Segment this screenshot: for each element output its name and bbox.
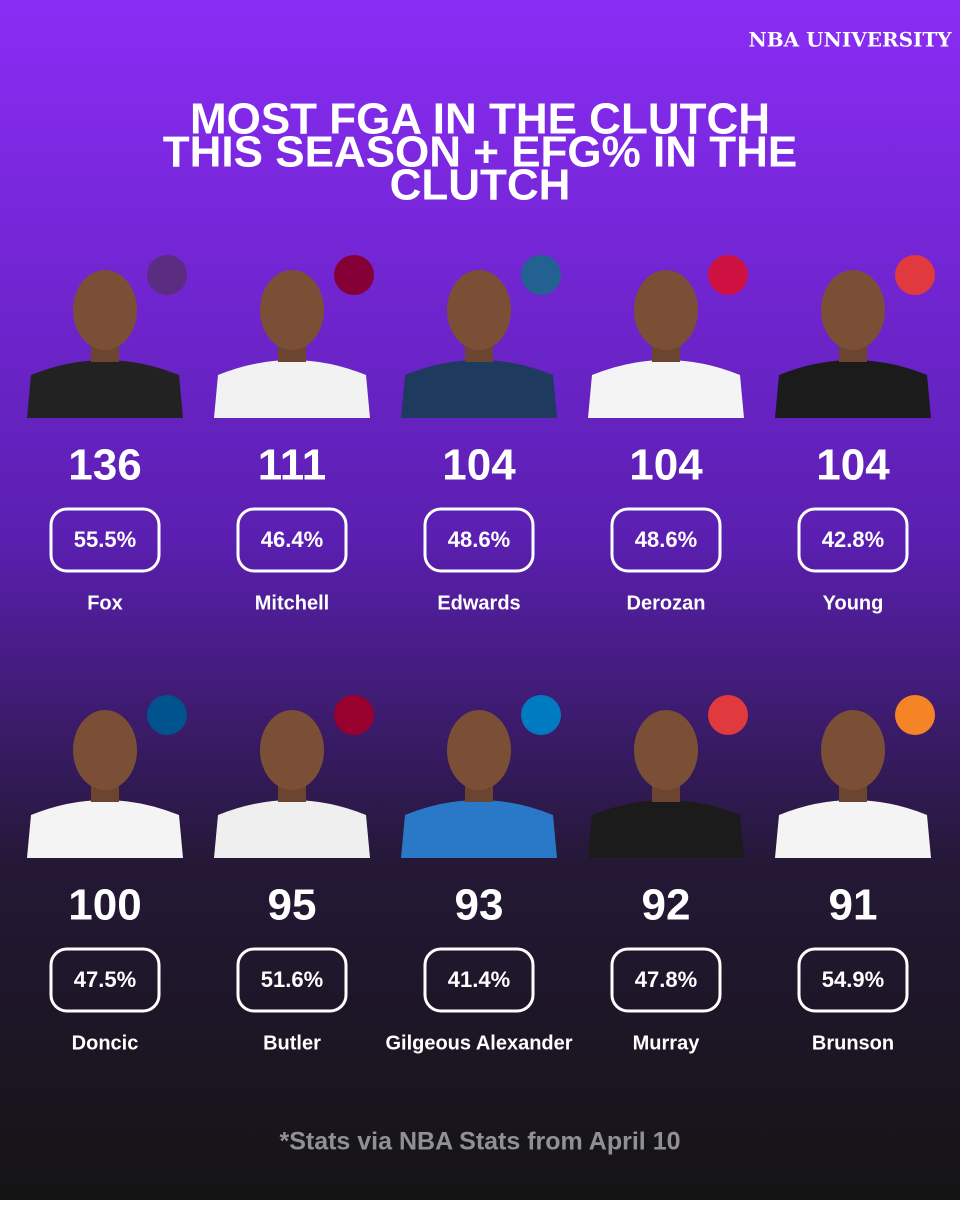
efg-box <box>797 947 909 1013</box>
player-name: Edwards <box>437 592 520 614</box>
efg-value: 51.6% <box>261 967 323 992</box>
efg-value: 55.5% <box>74 527 136 552</box>
fga-value: 91 <box>829 881 878 930</box>
team-logo <box>521 695 561 735</box>
player-jersey <box>27 800 183 858</box>
player-name: Fox <box>87 592 123 614</box>
team-logo <box>334 695 374 735</box>
player-jersey <box>775 800 931 858</box>
player-head <box>447 270 511 350</box>
efg-box <box>236 947 348 1013</box>
player-head <box>73 710 137 790</box>
efg-value: 47.8% <box>635 967 697 992</box>
efg-box <box>49 947 161 1013</box>
player-head <box>447 710 511 790</box>
efg-box <box>49 507 161 573</box>
fga-value: 104 <box>629 441 703 490</box>
team-logo <box>895 255 935 295</box>
title-line: THIS SEASON + EFG% IN THE <box>163 128 797 177</box>
player-head <box>821 710 885 790</box>
team-logo <box>521 255 561 295</box>
player-jersey <box>401 800 557 858</box>
team-logo <box>708 695 748 735</box>
efg-box <box>610 507 722 573</box>
player-head <box>821 270 885 350</box>
player-jersey <box>214 360 370 418</box>
efg-box <box>610 947 722 1013</box>
efg-value: 41.4% <box>448 967 510 992</box>
team-logo <box>147 255 187 295</box>
player-name: Mitchell <box>255 592 329 614</box>
efg-value: 42.8% <box>822 527 884 552</box>
efg-box <box>423 947 535 1013</box>
efg-value: 54.9% <box>822 967 884 992</box>
player-name: Derozan <box>627 592 706 614</box>
player-name: Gilgeous Alexander <box>385 1032 572 1054</box>
efg-value: 47.5% <box>74 967 136 992</box>
efg-value: 48.6% <box>448 527 510 552</box>
fga-value: 95 <box>268 881 317 930</box>
footnote: *Stats via NBA Stats from April 10 <box>279 1128 680 1156</box>
player-name: Young <box>823 592 884 614</box>
efg-value: 46.4% <box>261 527 323 552</box>
player-jersey <box>27 360 183 418</box>
fga-value: 111 <box>258 441 327 490</box>
team-logo <box>708 255 748 295</box>
team-logo <box>334 255 374 295</box>
efg-box <box>423 507 535 573</box>
player-name: Butler <box>263 1032 321 1054</box>
player-jersey <box>775 360 931 418</box>
title-line: MOST FGA IN THE CLUTCH <box>190 95 770 144</box>
player-name: Doncic <box>72 1032 139 1054</box>
efg-box <box>236 507 348 573</box>
fga-value: 92 <box>642 881 691 930</box>
player-jersey <box>401 360 557 418</box>
team-logo <box>147 695 187 735</box>
fga-value: 93 <box>455 881 504 930</box>
player-jersey <box>588 800 744 858</box>
fga-value: 104 <box>442 441 516 490</box>
fga-value: 104 <box>816 441 890 490</box>
fga-value: 100 <box>68 881 141 930</box>
player-head <box>634 710 698 790</box>
fga-value: 136 <box>68 441 141 490</box>
player-head <box>260 270 324 350</box>
efg-box <box>797 507 909 573</box>
player-head <box>260 710 324 790</box>
player-jersey <box>214 800 370 858</box>
player-jersey <box>588 360 744 418</box>
efg-value: 48.6% <box>635 527 697 552</box>
player-head <box>634 270 698 350</box>
player-head <box>73 270 137 350</box>
brand: NBA UNIVERSITY <box>748 28 952 52</box>
player-name: Brunson <box>812 1032 894 1054</box>
title-line: CLUTCH <box>390 161 571 210</box>
team-logo <box>895 695 935 735</box>
player-name: Murray <box>633 1032 701 1054</box>
